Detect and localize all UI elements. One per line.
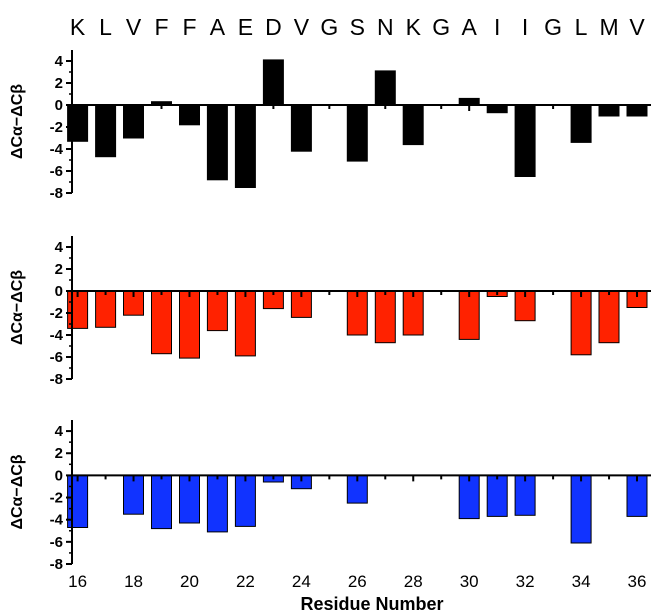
- x-tick-label: 34: [572, 572, 591, 591]
- y-tick-label: 2: [55, 261, 63, 278]
- y-axis-title: ΔCα−ΔCβ: [9, 454, 26, 529]
- y-tick-label: 0: [55, 283, 63, 300]
- y-tick-label: -8: [50, 185, 63, 202]
- bar-residue-21: [206, 290, 228, 332]
- y-tick-label: -4: [50, 141, 64, 158]
- y-tick-label: -6: [50, 349, 63, 366]
- bar-residue-17: [95, 104, 117, 158]
- bar-residue-36: [626, 474, 648, 517]
- bar-residue-22: [234, 104, 256, 188]
- x-tick-label: 28: [404, 572, 423, 591]
- sequence-residue: I: [494, 14, 500, 40]
- y-tick-label: -4: [50, 327, 64, 344]
- sequence-residue: L: [575, 14, 588, 40]
- x-tick-label: 20: [180, 572, 199, 591]
- bar-residue-19: [151, 290, 172, 355]
- sequence-residue: L: [99, 14, 112, 40]
- y-axis-title: ΔCα−ΔCβ: [9, 84, 26, 159]
- sequence-residue: A: [462, 14, 478, 40]
- y-tick-label: 0: [55, 97, 63, 114]
- sequence-residue: I: [522, 14, 528, 40]
- bar-residue-27: [374, 70, 396, 106]
- y-tick-label: 4: [55, 423, 64, 440]
- bar-residue-24: [290, 104, 312, 152]
- bar-residue-22: [234, 290, 256, 357]
- shared-x-axis: 16 18 20 22 24 26 28 30 32 34 36: [68, 572, 646, 591]
- bar-residue-34: [570, 474, 592, 544]
- x-axis-title: Residue Number: [300, 594, 443, 614]
- sequence-residue: A: [210, 14, 226, 40]
- y-tick-label: 4: [55, 239, 64, 256]
- bar-residue-21: [206, 104, 228, 181]
- y-tick-label: -6: [50, 163, 63, 180]
- x-tick-label: 18: [124, 572, 143, 591]
- bar-residue-31: [486, 474, 508, 517]
- bar-residue-20: [179, 474, 200, 524]
- bar-residue-32: [514, 474, 536, 516]
- x-tick-label: 36: [628, 572, 647, 591]
- y-tick-label: 2: [55, 445, 63, 462]
- sequence-residue: F: [182, 14, 196, 40]
- bar-residue-30: [458, 290, 480, 340]
- bar-residue-26: [346, 104, 368, 162]
- bar-residue-27: [374, 290, 396, 344]
- sequence-residue: G: [544, 14, 562, 40]
- bar-residue-21: [206, 474, 228, 533]
- bar-residue-23: [262, 59, 284, 106]
- panel-middle: 4 2 0 -2 -4 -6 -8 ΔCα−ΔCβ: [9, 236, 651, 388]
- sequence-residue: V: [126, 14, 142, 40]
- y-tick-label: 4: [55, 53, 64, 70]
- y-tick-label: -8: [50, 556, 63, 573]
- x-tick-label: 32: [516, 572, 535, 591]
- sequence-residue: K: [70, 14, 86, 40]
- y-tick-label: -6: [50, 534, 63, 551]
- bar-residue-30: [458, 474, 480, 520]
- bar-residue-22: [234, 474, 256, 527]
- sequence-residue: G: [320, 14, 338, 40]
- y-tick-label: -2: [50, 305, 63, 322]
- panel-top: 4 2 0 -2 -4 -6 -8 ΔCα−ΔCβ: [9, 50, 651, 202]
- bar-residue-28: [402, 290, 424, 336]
- bar-residue-34: [570, 290, 592, 356]
- y-tick-label: 0: [55, 467, 63, 484]
- y-tick-label: 2: [55, 75, 63, 92]
- sequence-residue: D: [265, 14, 282, 40]
- y-tick-label: -8: [50, 371, 63, 388]
- x-tick-label: 30: [460, 572, 479, 591]
- y-axis-title: ΔCα−ΔCβ: [9, 270, 26, 345]
- x-tick-label: 22: [236, 572, 255, 591]
- x-tick-label: 26: [348, 572, 367, 591]
- bar-residue-20: [179, 290, 200, 359]
- y-tick-label: -2: [50, 490, 63, 507]
- sequence-residue: N: [377, 14, 394, 40]
- sequence-residue: G: [432, 14, 450, 40]
- x-tick-label: 16: [68, 572, 87, 591]
- bar-residue-17: [95, 290, 117, 328]
- y-tick-label: -4: [50, 512, 64, 529]
- bar-residue-19: [151, 474, 172, 530]
- sequence-residue: M: [599, 14, 618, 40]
- bar-residue-26: [346, 290, 368, 336]
- sequence-residue: F: [154, 14, 168, 40]
- bar-residue-35: [598, 290, 620, 344]
- x-tick-label: 24: [292, 572, 311, 591]
- sequence-residue: S: [350, 14, 365, 40]
- sequence-residue: E: [238, 14, 253, 40]
- bar-residue-32: [514, 104, 536, 177]
- panel-bottom: 4 2 0 -2 -4 -6 -8 ΔCα−ΔCβ: [9, 420, 651, 573]
- sequence-residue: V: [294, 14, 310, 40]
- sequence-residue: K: [406, 14, 422, 40]
- y-tick-label: -2: [50, 119, 63, 136]
- sequence-residue: V: [629, 14, 645, 40]
